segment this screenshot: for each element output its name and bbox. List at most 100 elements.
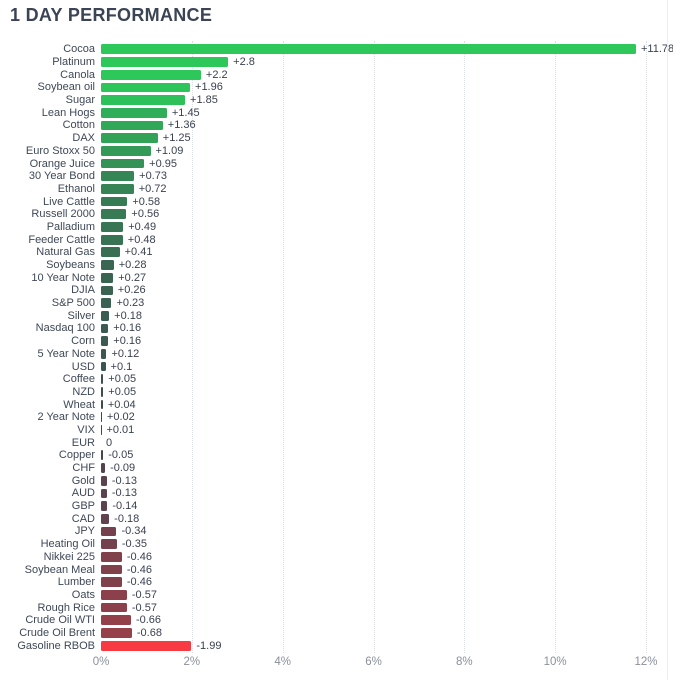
bar-value: +0.58 (132, 195, 161, 208)
row-label: JPY (74, 525, 95, 538)
bar-row: Nikkei 225 -0.46 (0, 551, 673, 564)
bar-row: Copper -0.05 (0, 449, 673, 462)
bar (101, 158, 145, 169)
bar-row: EUR 0 (0, 436, 673, 449)
bar (101, 628, 132, 638)
bar-row: Gold -0.13 (0, 474, 673, 487)
bar-row: Natural Gas +0.41 (0, 246, 673, 259)
bar-value: -0.66 (135, 614, 162, 627)
bar-value: +0.16 (113, 335, 142, 348)
bar-row: Euro Stoxx 50 +1.09 (0, 145, 673, 158)
x-axis: 0% 2% 4% 6% 8% 10% 12% (0, 656, 673, 672)
bar-row: Cotton +1.36 (0, 119, 673, 132)
bar-value: +0.26 (117, 284, 146, 297)
bar (101, 107, 167, 118)
bar-value: -0.13 (111, 474, 137, 487)
bar-value: -0.34 (121, 525, 147, 538)
bar-value: -0.46 (126, 563, 152, 576)
row-label: Soybeans (46, 259, 95, 272)
bar-value: +0.73 (139, 170, 167, 183)
row-label: Gasoline RBOB (17, 639, 95, 652)
bar-row: AUD -0.13 (0, 487, 673, 500)
bar-row: Lumber -0.46 (0, 576, 673, 589)
bar (101, 171, 135, 182)
bar-row: Cocoa +11.78 (0, 43, 673, 56)
bar-value: +0.05 (108, 385, 137, 398)
bar (101, 615, 131, 626)
bar (101, 513, 110, 524)
bar (101, 501, 108, 511)
bar-row: 5 Year Note +0.12 (0, 348, 673, 361)
row-label: GBP (71, 500, 95, 513)
row-label: USD (71, 360, 95, 373)
bar-value: +2.2 (205, 68, 228, 81)
bar-row: 10 Year Note +0.27 (0, 271, 673, 284)
x-axis-tick-label: 4% (274, 656, 291, 668)
bar-row: 30 Year Bond +0.73 (0, 170, 673, 183)
bar (101, 450, 104, 461)
bar (101, 640, 192, 651)
row-label: Soybean oil (37, 81, 96, 94)
x-axis-tick-label: 12% (634, 656, 658, 668)
row-label: NZD (72, 385, 95, 398)
bar-value: -0.57 (131, 588, 157, 601)
row-label: Oats (71, 588, 95, 601)
bar-row: Canola +2.2 (0, 68, 673, 81)
bar-value: +1.09 (155, 144, 184, 157)
bar-row: Crude Oil Brent -0.68 (0, 627, 673, 640)
bar-row: Oats -0.57 (0, 589, 673, 602)
bar-value: +0.18 (114, 309, 143, 322)
bar-row: Russell 2000 +0.56 (0, 208, 673, 221)
bar-value: +0.95 (149, 157, 177, 170)
row-label: VIX (77, 423, 95, 436)
row-label: Gold (71, 474, 95, 487)
row-label: Palladium (46, 220, 95, 233)
panel-right-edge-divider (667, 0, 668, 680)
bar-value: -0.35 (121, 538, 147, 551)
bar (101, 260, 114, 270)
bar (101, 234, 123, 245)
bar-row: Crude Oil WTI -0.66 (0, 614, 673, 627)
bar-row: Live Cattle +0.58 (0, 195, 673, 208)
bar-value: +0.05 (108, 373, 137, 386)
bar (101, 82, 191, 93)
bar-row: Sugar +1.85 (0, 94, 673, 107)
bar (101, 526, 117, 537)
bar-value: +0.04 (107, 398, 136, 411)
bar-row: Feeder Cattle +0.48 (0, 233, 673, 246)
row-label: Russell 2000 (31, 208, 95, 221)
bar (101, 475, 107, 486)
bar-row: Orange Juice +0.95 (0, 157, 673, 170)
bar (101, 412, 102, 423)
bar-row: CHF -0.09 (0, 462, 673, 475)
bar (101, 184, 134, 194)
row-label: DJIA (71, 284, 95, 297)
bar-value: +0.02 (106, 411, 135, 424)
row-label: Sugar (65, 94, 95, 107)
bar-row: VIX +0.01 (0, 424, 673, 437)
row-label: Live Cattle (43, 195, 95, 208)
bar-value: -0.68 (136, 626, 162, 639)
bar (101, 551, 122, 562)
row-label: 10 Year Note (31, 271, 95, 284)
row-label: 2 Year Note (37, 411, 96, 424)
bar-rows: Cocoa +11.78 Platinum +2.8 Canola +2.2 S… (0, 43, 673, 652)
bar (101, 44, 636, 55)
bar-value: 0 (106, 436, 113, 449)
bar (101, 120, 163, 131)
bar (101, 285, 113, 296)
row-label: Crude Oil Brent (19, 626, 95, 639)
row-label: CHF (72, 462, 95, 475)
bar-value: -0.09 (110, 462, 136, 475)
bar-row: USD +0.1 (0, 360, 673, 373)
row-label: S&P 500 (51, 297, 95, 310)
row-label: Nikkei 225 (43, 550, 95, 563)
bar-value: +1.85 (190, 94, 218, 107)
bar-row: Wheat +0.04 (0, 398, 673, 411)
row-label: 30 Year Bond (28, 170, 95, 183)
row-label: Silver (67, 309, 95, 322)
bar-value: -1.99 (196, 639, 222, 652)
bar (101, 488, 107, 499)
bar-value: +1.36 (167, 119, 196, 132)
row-label: Natural Gas (36, 246, 95, 259)
